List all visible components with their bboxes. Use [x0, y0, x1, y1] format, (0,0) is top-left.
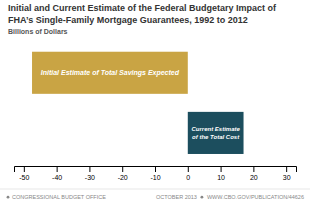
x-tick-label: -30 — [85, 174, 95, 181]
x-tick-label: -40 — [52, 174, 62, 181]
x-tick-label: -20 — [118, 174, 128, 181]
subtitle: Billions of Dollars — [8, 28, 68, 35]
bar — [32, 52, 188, 94]
footer-right: WWW.CBO.GOV/PUBLICATION/44626 — [207, 194, 304, 200]
x-tick-mark — [286, 166, 287, 172]
footer-rule — [0, 189, 310, 190]
footer-dot — [7, 196, 10, 199]
x-tick: -30 — [85, 166, 95, 181]
bar-label-line: of the Total Cost — [192, 134, 240, 140]
x-tick-label: -50 — [19, 174, 29, 181]
x-tick: 20 — [250, 166, 258, 181]
x-axis: -50 -40 -30 -20 -10 0 10 20 30 — [15, 166, 297, 181]
x-tick-label: 20 — [250, 174, 258, 181]
x-tick-mark — [221, 166, 222, 172]
bar-label: Current Estimate of the Total Cost — [191, 126, 240, 139]
bar-label: Initial Estimate of Total Savings Expect… — [41, 69, 180, 77]
title: Initial and Current Estimate of the Fede… — [8, 3, 277, 25]
x-tick: -40 — [52, 166, 62, 181]
x-tick-label: 10 — [217, 174, 225, 181]
x-tick-mark — [155, 166, 156, 172]
title-line: FHA’s Single-Family Mortgage Guarantees,… — [8, 15, 248, 25]
chart-svg: Initial and Current Estimate of the Fede… — [0, 0, 310, 206]
x-tick-mark — [24, 166, 25, 172]
chart-container: Initial and Current Estimate of the Fede… — [0, 0, 310, 206]
x-tick-mark — [89, 166, 90, 172]
x-tick: 10 — [217, 166, 225, 181]
bars — [32, 52, 244, 154]
footer-center: OCTOBER 2013 — [156, 194, 197, 200]
title-line: Initial and Current Estimate of the Fede… — [8, 3, 277, 13]
x-tick-label: 0 — [186, 174, 190, 181]
bar — [188, 112, 244, 154]
x-tick-label: 30 — [283, 174, 291, 181]
x-tick: -20 — [118, 166, 128, 181]
x-tick-mark — [57, 166, 58, 172]
x-tick-mark — [188, 166, 189, 172]
bar-label-line: Current Estimate — [191, 126, 240, 132]
x-tick-mark — [253, 166, 254, 172]
x-tick-mark — [122, 166, 123, 172]
footer-dot — [201, 196, 204, 199]
footer-left: CONGRESSIONAL BUDGET OFFICE — [12, 194, 106, 200]
x-tick: 30 — [283, 166, 291, 181]
x-tick: 0 — [186, 166, 190, 181]
x-tick-label: -10 — [150, 174, 160, 181]
x-tick: -50 — [19, 166, 29, 181]
bar-label-line: Initial Estimate of Total Savings Expect… — [41, 69, 180, 77]
x-axis-line — [15, 167, 297, 173]
x-tick: -10 — [150, 166, 160, 181]
